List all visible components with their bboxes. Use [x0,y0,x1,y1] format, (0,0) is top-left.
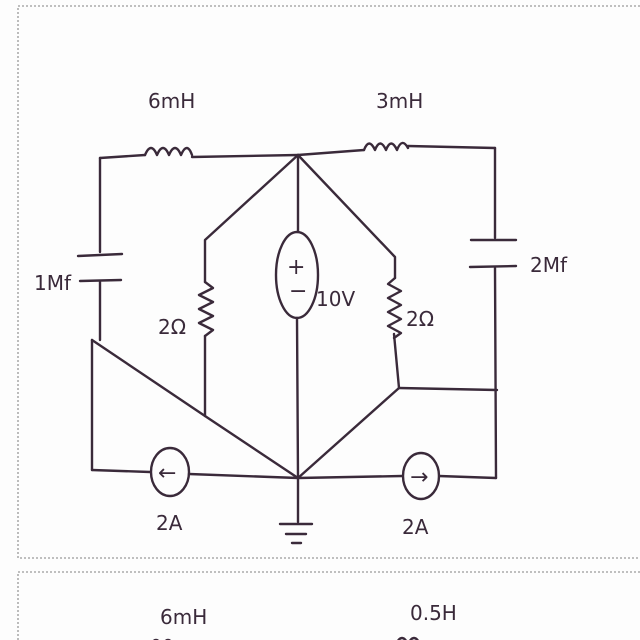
voltage-source-minus: − [289,279,307,304]
circuit-1: 6mH 3mH 1Mf 2Mf [34,89,568,545]
inductor-6mh [143,146,194,157]
resistor-left-label: 2Ω [158,315,186,339]
current-source-left-arrow: ← [158,461,176,486]
current-source-right-2a [296,451,498,501]
voltage-source-10v [274,153,320,480]
voltage-source-label: 10V [316,287,355,311]
capacitor-1mf [76,252,124,342]
circuit-2-inductor-right [397,636,419,640]
current-source-right-arrow: → [410,465,428,490]
circuit-2-inductor-6mh-label: 6mH [160,605,207,629]
current-source-right-label: 2A [402,515,429,539]
current-source-left-2a [90,446,300,498]
capacitor-2mf [468,238,518,480]
panel-frame-bottom [17,571,640,640]
wire-top-right [296,144,497,240]
inductor-6mh-label: 6mH [148,89,195,113]
current-source-left-label: 2A [156,511,183,535]
panel-frame-top [17,5,640,559]
circuit-2-inductor-05h-label: 0.5H [410,601,457,625]
resistor-left-2ohm [197,280,215,418]
voltage-source-plus: + [287,255,305,280]
resistor-right-2ohm [386,276,499,392]
wire-diagonals-top [203,153,397,284]
capacitor-2mf-label: 2Mf [530,253,568,277]
wire-top-left [98,153,300,254]
inductor-3mh [362,141,410,152]
resistor-right-label: 2Ω [406,307,434,331]
ground-symbol [278,476,314,545]
inductor-3mh-label: 3mH [376,89,423,113]
circuit-2: 6mH 0.5H [152,601,457,640]
wire-diagonals-bottom [90,338,401,480]
capacitor-1mf-label: 1Mf [34,271,72,295]
